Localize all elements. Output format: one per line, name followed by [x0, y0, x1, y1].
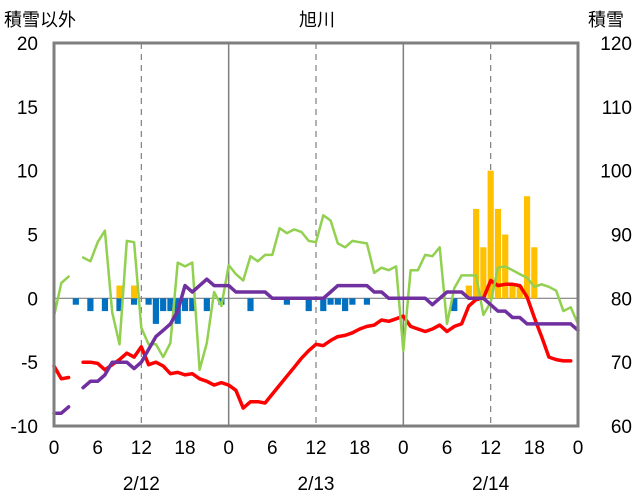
right-tick-label: 80 [611, 289, 632, 310]
sunshine_negative-bar [203, 298, 210, 312]
snow_depth-line [52, 277, 580, 415]
snowfall-bar [509, 285, 516, 299]
x-tick-label: 0 [573, 438, 584, 459]
x-tick-label: 0 [49, 438, 60, 459]
sunshine_negative-bar [363, 298, 371, 305]
snowfall-bar [494, 208, 502, 299]
date-label: 2/14 [472, 474, 509, 495]
snowfall-bar [130, 285, 138, 299]
right-tick-label: 90 [611, 226, 632, 247]
left-tick-label: 0 [27, 289, 38, 310]
x-tick-label: 12 [480, 438, 501, 459]
sunshine_negative-bar [167, 298, 174, 312]
x-tick-label: 0 [398, 438, 409, 459]
x-tick-label: 6 [442, 438, 453, 459]
sunshine_negative-bar [116, 298, 123, 312]
sunshine_negative-bar [320, 298, 327, 312]
chart-title: 旭川 [299, 10, 335, 31]
humidity_index-line [52, 214, 580, 372]
sunshine_negative-bar [101, 298, 109, 312]
left-tick-label: -5 [21, 353, 38, 374]
plot-frame [52, 41, 580, 428]
sunshine_negative-bar [349, 298, 356, 305]
right-tick-label: 70 [611, 353, 632, 374]
sunshine_negative-bar [72, 298, 79, 305]
left-tick-label: -10 [11, 417, 38, 438]
x-tick-label: 18 [524, 438, 545, 459]
sunshine_negative-bar [334, 298, 341, 305]
sunshine_negative-bar [152, 298, 159, 324]
x-tick-label: 6 [267, 438, 278, 459]
snowfall-bar [523, 196, 531, 299]
x-tick-label: 12 [305, 438, 326, 459]
sunshine_negative-bar [342, 298, 349, 312]
x-tick-label: 18 [349, 438, 370, 459]
snowfall-bar [465, 285, 472, 299]
temperature-line [52, 278, 573, 410]
x-tick-label: 12 [131, 438, 152, 459]
sunshine_negative-bar [247, 298, 254, 312]
sunshine_negative-bar [451, 298, 458, 312]
x-tick-label: 18 [174, 438, 195, 459]
left-tick-label: 15 [17, 98, 38, 119]
sunshine_negative-bar [181, 298, 189, 312]
sunshine_negative-bar [283, 298, 290, 305]
sunshine_negative-bar [305, 298, 312, 312]
right-axis-label: 積雪 [588, 10, 624, 31]
sunshine_negative-bar [160, 298, 167, 312]
sunshine_negative-bar [130, 298, 138, 305]
snowfall-bar [480, 247, 487, 299]
snowfall-bar [531, 247, 538, 299]
x-tick-label: 6 [92, 438, 103, 459]
left-axis-label: 積雪以外 [4, 10, 76, 31]
right-tick-label: 120 [600, 34, 632, 55]
snowfall-bar [473, 208, 480, 299]
date-label: 2/13 [298, 474, 335, 495]
left-tick-label: 10 [17, 162, 38, 183]
x-tick-label: 0 [223, 438, 234, 459]
sunshine_negative-bar [327, 298, 334, 305]
right-tick-label: 100 [600, 162, 632, 183]
sunshine_negative-bar [87, 298, 94, 312]
date-label: 2/12 [123, 474, 160, 495]
snowfall-bar [116, 285, 123, 299]
snowfall-bar [487, 170, 494, 299]
sunshine_negative-bar [189, 298, 196, 312]
left-tick-label: 5 [27, 226, 38, 247]
right-tick-label: 60 [611, 417, 632, 438]
snowfall-bar [516, 285, 523, 299]
right-tick-label: 110 [602, 98, 632, 119]
left-tick-label: 20 [17, 34, 38, 55]
sunshine_negative-bar [145, 298, 152, 305]
